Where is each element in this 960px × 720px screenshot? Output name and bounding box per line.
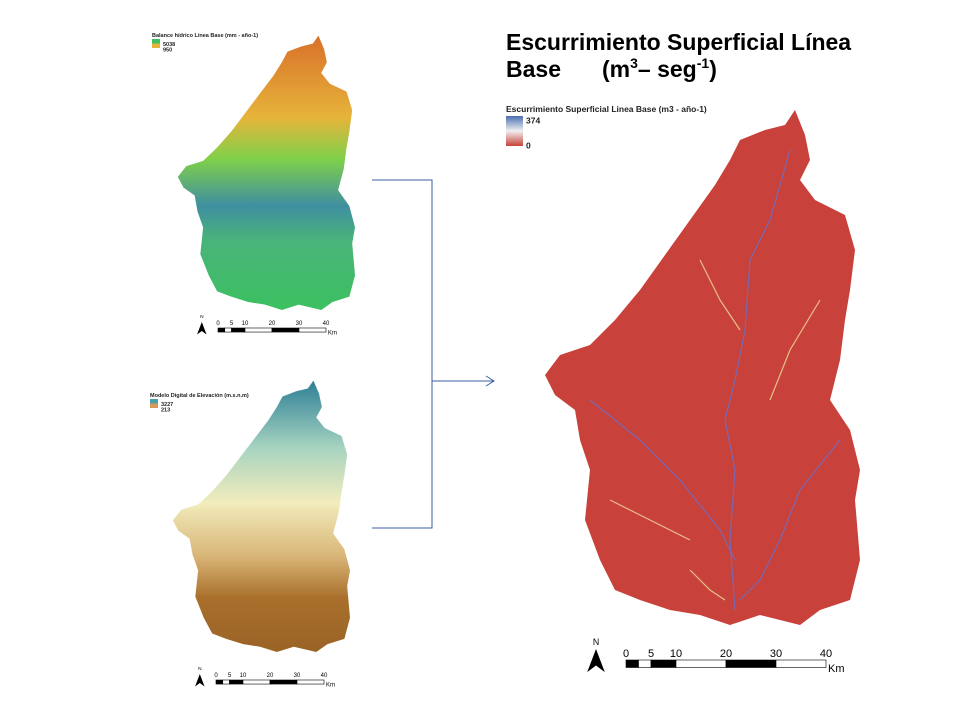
scale-unit: Km xyxy=(328,330,337,336)
scale-label: 5 xyxy=(648,648,654,660)
scale-segment xyxy=(271,327,300,333)
scale-segment xyxy=(231,327,246,333)
scale-label: 20 xyxy=(720,648,732,660)
scale-label: 40 xyxy=(321,673,328,679)
scale-segment xyxy=(675,659,727,668)
north-label: N xyxy=(200,314,204,320)
north-label: N xyxy=(198,666,202,672)
legend-swatch xyxy=(150,399,158,404)
legend-swatch xyxy=(506,116,523,146)
north-arrow xyxy=(197,322,207,335)
title-part: Base xyxy=(506,56,561,82)
scale-label: 10 xyxy=(242,321,249,327)
scale-unit: Km xyxy=(326,682,335,688)
title: Base (m3– seg-1) xyxy=(506,55,717,82)
scale-segment xyxy=(775,659,827,668)
title-part: – seg xyxy=(638,56,697,82)
scale-label: 20 xyxy=(269,321,276,327)
scale-segment xyxy=(298,327,327,333)
legend-title: Escurrimiento Superficial Linea Base (m3… xyxy=(506,104,707,114)
north-arrow xyxy=(587,649,605,673)
scale-segment xyxy=(296,679,325,685)
scale-segment xyxy=(224,327,232,333)
legend-min: 213 xyxy=(161,408,170,414)
streams xyxy=(589,149,841,611)
scale-label: 30 xyxy=(294,673,301,679)
legend-min: 0 xyxy=(526,141,531,151)
legend-title: Balance hídrico Línea Base (mm - año-1) xyxy=(152,33,258,39)
title-part: 3 xyxy=(630,55,638,71)
scale-label: 0 xyxy=(623,648,629,660)
scale-segment xyxy=(222,679,230,685)
scale-label: 30 xyxy=(770,648,782,660)
connector xyxy=(372,179,495,529)
title: Escurrimiento Superficial Línea xyxy=(506,29,851,55)
scale-unit: Km xyxy=(828,663,845,675)
scale-segment xyxy=(650,659,677,668)
scale-label: 10 xyxy=(670,648,682,660)
scale-segment xyxy=(269,679,298,685)
scale-label: 20 xyxy=(267,673,274,679)
title-part: -1 xyxy=(697,55,710,71)
scale-label: 10 xyxy=(240,673,247,679)
legend-max: 3227 xyxy=(161,402,173,408)
scale-segment xyxy=(244,327,273,333)
legend-swatch xyxy=(152,43,160,48)
scale-label: 5 xyxy=(228,673,232,679)
map-runoff xyxy=(545,110,860,625)
legend-swatch xyxy=(150,403,158,408)
scale-label: 0 xyxy=(216,321,220,327)
legend-max: 5038 xyxy=(163,42,175,48)
scale-segment xyxy=(217,327,226,333)
scale-segment xyxy=(229,679,244,685)
scale-label: 30 xyxy=(296,321,303,327)
map-water-balance xyxy=(177,35,355,310)
scale-label: 0 xyxy=(214,673,218,679)
legend-max: 374 xyxy=(526,116,540,126)
title-part: ) xyxy=(709,56,717,82)
north-arrow xyxy=(195,674,205,687)
title-part: (m xyxy=(602,56,630,82)
map-elevation xyxy=(172,380,350,652)
north-label: N xyxy=(593,637,599,647)
scale-label: 5 xyxy=(230,321,234,327)
scale-label: 40 xyxy=(323,321,330,327)
scale-segment xyxy=(242,679,271,685)
scale-segment xyxy=(725,659,777,668)
scale-segment xyxy=(215,679,224,685)
legend-title: Modelo Digital de Elevación (m.s.n.m) xyxy=(150,393,249,399)
scale-segment xyxy=(625,659,639,668)
scale-label: 40 xyxy=(820,648,832,660)
scale-segment xyxy=(638,659,652,668)
legend-min: 950 xyxy=(163,48,172,54)
legend-swatch xyxy=(152,39,160,44)
